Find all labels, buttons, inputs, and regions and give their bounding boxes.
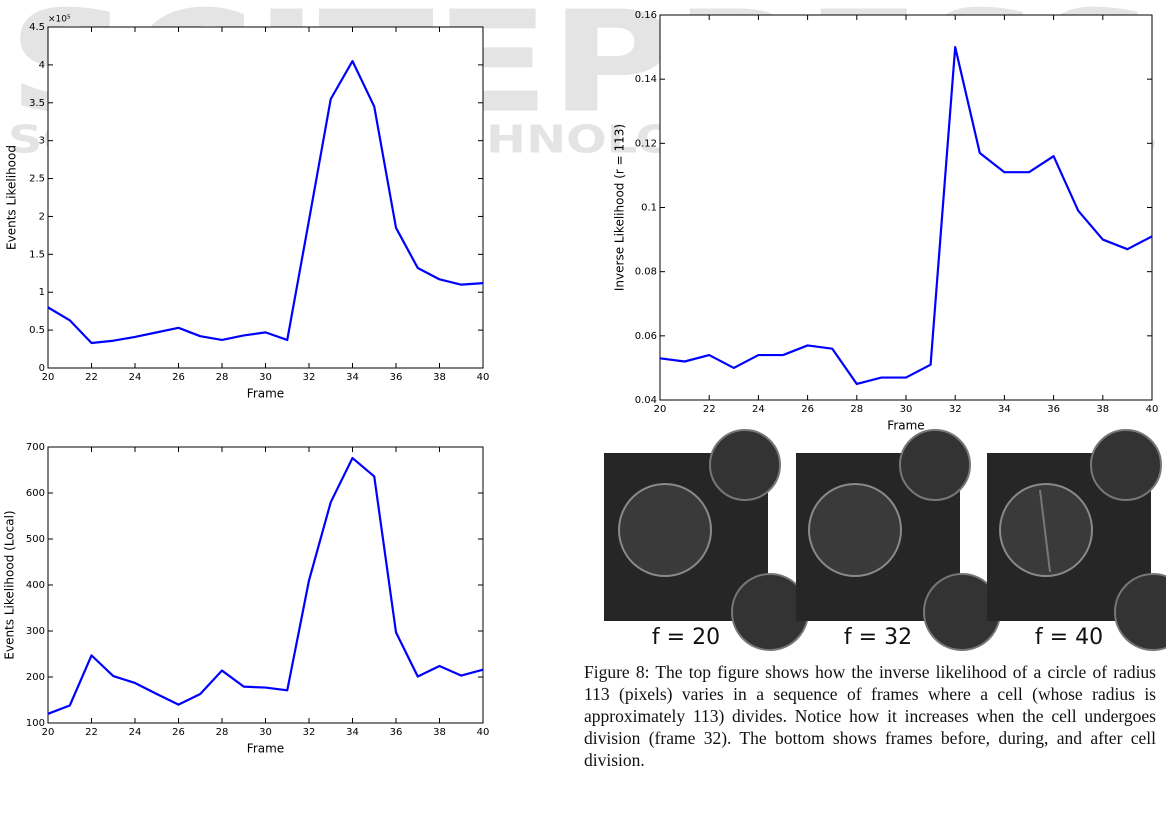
x-tick-label: 38	[433, 727, 446, 738]
x-tick-label: 22	[703, 404, 716, 415]
y-tick-label: 2	[39, 211, 45, 222]
y-tick-label: 200	[26, 672, 45, 683]
image-label: f = 32	[844, 625, 912, 650]
y-tick-label: 2.5	[29, 174, 45, 185]
x-axis-label: Frame	[887, 419, 924, 433]
x-tick-label: 34	[346, 372, 359, 383]
x-tick-label: 20	[654, 404, 667, 415]
cell-image	[604, 429, 809, 651]
y-tick-label: 0.12	[635, 138, 657, 149]
cell-image	[796, 429, 1001, 651]
x-tick-label: 24	[129, 372, 142, 383]
y-tick-label: 1	[39, 287, 45, 298]
x-tick-label: 30	[900, 404, 913, 415]
image-label: f = 20	[652, 625, 720, 650]
y-tick-label: 0.5	[29, 325, 45, 336]
x-tick-label: 38	[1096, 404, 1109, 415]
y-tick-label: 300	[26, 626, 45, 637]
y-tick-label: 0.08	[635, 267, 657, 278]
x-tick-label: 38	[433, 372, 446, 383]
x-tick-label: 28	[216, 372, 229, 383]
data-line	[47, 59, 484, 345]
y-tick-label: 700	[26, 442, 45, 453]
y-tick-label: 0.06	[635, 331, 657, 342]
x-tick-label: 34	[346, 727, 359, 738]
x-tick-label: 26	[801, 404, 814, 415]
y-tick-label: 0.1	[641, 203, 657, 214]
figure-caption: Figure 8: The top figure shows how the i…	[584, 662, 1156, 770]
x-tick-label: 20	[42, 372, 55, 383]
data-line	[47, 456, 484, 715]
x-tick-label: 22	[85, 727, 98, 738]
x-tick-label: 36	[390, 372, 403, 383]
x-tick-label: 24	[752, 404, 765, 415]
x-axis-label: Frame	[247, 742, 284, 756]
x-tick-label: 22	[85, 372, 98, 383]
x-tick-label: 20	[42, 727, 55, 738]
chart: 20 22 24 26 28 30 32 34 36 38 40 0 0.5 1 1.5 2 2.5 3 3.5 4 4…	[5, 15, 490, 401]
x-tick-label: 34	[998, 404, 1011, 415]
plot-area	[47, 26, 484, 369]
x-tick-label: 24	[129, 727, 142, 738]
x-tick-label: 26	[172, 372, 185, 383]
image-label: f = 40	[1035, 625, 1103, 650]
y-tick-label: 0.14	[635, 74, 657, 85]
y-tick-label: 4.5	[29, 22, 45, 33]
plot-area	[47, 446, 484, 724]
y-axis-label: Events Likelihood	[5, 145, 19, 250]
x-tick-label: 28	[850, 404, 863, 415]
y-tick-label: 4	[39, 60, 45, 71]
y-tick-label: 0.16	[635, 10, 657, 21]
x-tick-label: 40	[477, 727, 490, 738]
y-multiplier: ×10⁵	[48, 15, 71, 25]
y-tick-label: 400	[26, 580, 45, 591]
x-tick-label: 28	[216, 727, 229, 738]
x-tick-label: 40	[1146, 404, 1159, 415]
x-tick-label: 36	[1047, 404, 1060, 415]
y-axis-label: Inverse Likelihood (r = 113)	[613, 124, 627, 291]
y-tick-label: 100	[26, 718, 45, 729]
x-tick-label: 26	[172, 727, 185, 738]
y-tick-label: 1.5	[29, 249, 45, 260]
chart: 20 22 24 26 28 30 32 34 36 38 40 100 200 300 400 500 600…	[3, 442, 490, 756]
y-tick-label: 600	[26, 488, 45, 499]
x-tick-label: 32	[303, 727, 316, 738]
y-tick-label: 0	[39, 363, 45, 374]
y-tick-label: 3.5	[29, 98, 45, 109]
x-tick-label: 30	[259, 727, 272, 738]
x-axis-label: Frame	[247, 387, 284, 401]
chart: 20 22 24 26 28 30 32 34 36 38 40 0.04 0.06 0.08 0.1 0.1…	[613, 10, 1159, 433]
y-axis-label: Events Likelihood (Local)	[3, 510, 17, 659]
x-tick-label: 40	[477, 372, 490, 383]
x-tick-label: 32	[303, 372, 316, 383]
y-tick-label: 500	[26, 534, 45, 545]
x-tick-label: 30	[259, 372, 272, 383]
cell-image	[987, 429, 1166, 651]
data-line	[659, 45, 1153, 386]
plot-area	[659, 14, 1153, 401]
y-tick-label: 0.04	[635, 395, 657, 406]
x-tick-label: 32	[949, 404, 962, 415]
x-tick-label: 36	[390, 727, 403, 738]
y-tick-label: 3	[39, 136, 45, 147]
